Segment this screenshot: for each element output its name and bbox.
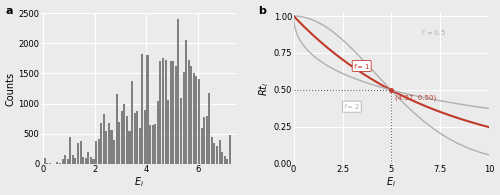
Bar	[211, 137, 213, 164]
Bar	[77, 143, 79, 164]
X-axis label: $E_i$: $E_i$	[134, 176, 143, 190]
Bar	[80, 141, 82, 164]
Bar	[70, 137, 71, 164]
Bar	[116, 95, 117, 164]
Bar	[180, 98, 182, 164]
Bar	[221, 152, 223, 164]
Bar	[190, 66, 192, 164]
Bar	[229, 135, 231, 164]
Bar	[160, 61, 162, 164]
Bar	[90, 157, 92, 164]
Bar	[118, 122, 120, 164]
Bar	[98, 138, 100, 164]
Y-axis label: $Rt_i$: $Rt_i$	[257, 81, 271, 96]
Bar	[128, 131, 130, 164]
Bar	[208, 93, 210, 164]
Bar	[84, 158, 87, 164]
Bar	[59, 163, 61, 164]
Bar	[106, 131, 108, 164]
Bar	[164, 59, 166, 164]
Bar	[124, 104, 126, 164]
Bar	[44, 158, 46, 164]
Bar	[224, 156, 226, 164]
Bar	[110, 130, 112, 164]
Bar	[178, 19, 180, 164]
Text: $\mathit{\Gamma}=0.5$: $\mathit{\Gamma}=0.5$	[420, 28, 446, 37]
Bar	[193, 73, 195, 164]
Bar	[131, 81, 133, 164]
Bar	[170, 61, 172, 164]
Bar	[218, 140, 220, 164]
Bar	[182, 72, 184, 164]
Bar	[100, 123, 102, 164]
Bar	[95, 141, 97, 164]
Bar	[82, 157, 84, 164]
Bar	[226, 159, 228, 164]
Bar	[162, 58, 164, 164]
Bar	[200, 128, 202, 164]
Bar	[56, 162, 58, 164]
Bar	[167, 100, 169, 164]
Bar	[175, 66, 177, 164]
Bar	[172, 61, 174, 164]
Text: b: b	[258, 5, 266, 16]
Bar	[64, 155, 66, 164]
X-axis label: $E_i$: $E_i$	[386, 176, 396, 190]
Bar	[62, 159, 64, 164]
Bar	[216, 146, 218, 164]
Bar	[188, 59, 190, 164]
Bar	[157, 101, 159, 164]
Bar	[185, 40, 187, 164]
Bar	[66, 159, 69, 164]
Bar	[48, 163, 51, 164]
Bar	[149, 125, 151, 164]
Bar	[92, 159, 94, 164]
Bar	[74, 158, 76, 164]
Bar	[136, 111, 138, 164]
Bar	[139, 128, 141, 164]
Bar	[196, 76, 198, 164]
Bar	[198, 79, 200, 164]
Text: $f=1$: $f=1$	[354, 61, 370, 71]
Text: a: a	[6, 5, 13, 16]
Bar	[152, 125, 154, 164]
Bar	[203, 117, 205, 164]
Bar	[72, 155, 74, 164]
Bar	[142, 54, 144, 164]
Bar	[154, 124, 156, 164]
Bar	[108, 123, 110, 164]
Bar	[102, 114, 105, 164]
Bar	[134, 113, 136, 164]
Bar	[126, 116, 128, 164]
Bar	[88, 152, 90, 164]
Y-axis label: Counts: Counts	[6, 71, 16, 105]
Bar	[146, 55, 148, 164]
Text: $f=2$: $f=2$	[344, 102, 360, 111]
Bar	[214, 143, 216, 164]
Text: (4.97, 0.50): (4.97, 0.50)	[394, 94, 436, 101]
Bar	[206, 116, 208, 164]
Bar	[144, 110, 146, 164]
Bar	[121, 111, 123, 164]
Bar	[113, 140, 115, 164]
Bar	[46, 163, 48, 164]
